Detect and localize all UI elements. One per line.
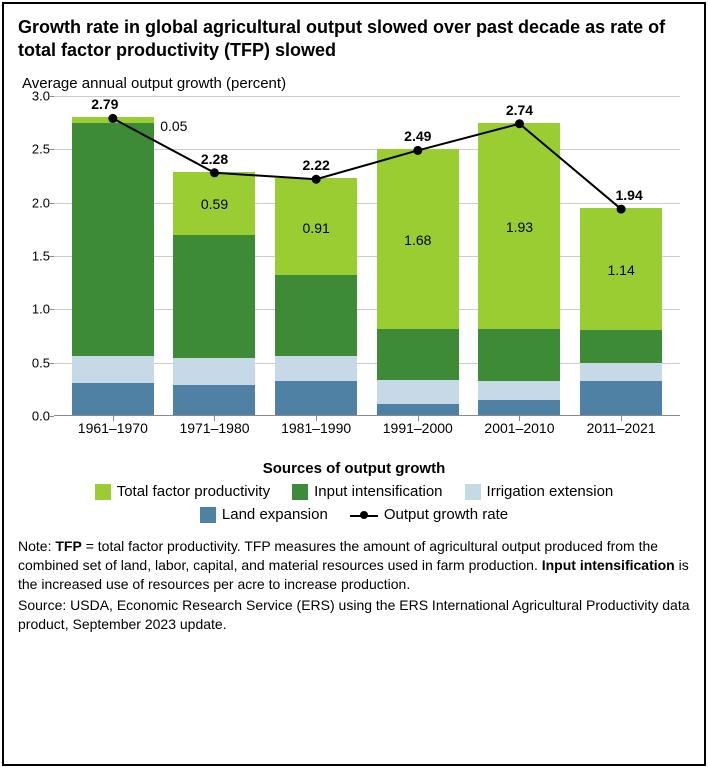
- legend: Total factor productivity Input intensifi…: [38, 483, 670, 523]
- source-text: Source: USDA, Economic Research Service …: [18, 596, 690, 634]
- legend-swatch: [292, 484, 308, 500]
- bar-column: [173, 172, 255, 415]
- bar-segment-input_intensification: [72, 123, 154, 357]
- y-tick-label: 1.5: [22, 249, 50, 264]
- bar-segment-input_intensification: [275, 275, 357, 356]
- x-tick-label: 2011–2021: [580, 420, 662, 436]
- legend-label: Output growth rate: [384, 506, 508, 523]
- legend-item-line: Output growth rate: [350, 506, 508, 523]
- x-tick-label: 1991–2000: [377, 420, 459, 436]
- bar-segment-land_expansion: [72, 383, 154, 415]
- x-tick-label: 1981–1990: [275, 420, 357, 436]
- bar-segment-irrigation_extension: [478, 381, 560, 400]
- bar-segment-tfp: [377, 149, 459, 328]
- bar-segment-irrigation_extension: [173, 358, 255, 385]
- bar-segment-tfp: [580, 208, 662, 330]
- legend-label: Input intensification: [314, 483, 442, 500]
- y-tick-label: 2.0: [22, 195, 50, 210]
- bar-segment-tfp: [275, 178, 357, 275]
- chart-card: Growth rate in global agricultural outpu…: [2, 2, 706, 766]
- legend-title: Sources of output growth: [18, 460, 690, 477]
- bar-segment-input_intensification: [173, 235, 255, 359]
- y-tick-label: 0.5: [22, 355, 50, 370]
- bar-segment-irrigation_extension: [275, 356, 357, 381]
- x-axis-labels: 1961–1970 1971–1980 1981–1990 1991–2000 2001…: [54, 420, 680, 436]
- x-tick-label: 1971–1980: [173, 420, 255, 436]
- legend-swatch: [200, 507, 216, 523]
- bar-segment-irrigation_extension: [377, 380, 459, 405]
- legend-item: Input intensification: [292, 483, 442, 500]
- legend-line-swatch: [350, 509, 378, 521]
- chart-title: Growth rate in global agricultural outpu…: [18, 16, 690, 61]
- legend-item: Land expansion: [200, 506, 328, 523]
- bar-segment-irrigation_extension: [72, 356, 154, 383]
- legend-label: Land expansion: [222, 506, 328, 523]
- footnotes: Note: TFP = total factor productivity. T…: [18, 537, 690, 635]
- legend-item: Total factor productivity: [95, 483, 270, 500]
- bar-segment-land_expansion: [173, 385, 255, 415]
- bar-segment-input_intensification: [478, 329, 560, 381]
- bar-column: [72, 117, 154, 415]
- legend-item: Irrigation extension: [465, 483, 614, 500]
- y-tick-label: 0.0: [22, 409, 50, 424]
- bar-segment-land_expansion: [478, 400, 560, 415]
- bar-segment-land_expansion: [275, 381, 357, 415]
- y-tick-label: 1.0: [22, 302, 50, 317]
- bar-column: [275, 178, 357, 415]
- bar-segment-input_intensification: [580, 330, 662, 363]
- bar-segment-tfp: [478, 123, 560, 329]
- y-axis-label: Average annual output growth (percent): [22, 75, 690, 92]
- bar-segment-land_expansion: [377, 404, 459, 415]
- x-tick-label: 2001–2010: [478, 420, 560, 436]
- legend-label: Irrigation extension: [487, 483, 614, 500]
- legend-label: Total factor productivity: [117, 483, 270, 500]
- bar-column: [580, 208, 662, 415]
- bar-segment-tfp: [173, 172, 255, 235]
- x-tick-label: 1961–1970: [72, 420, 154, 436]
- chart-area: 0.00.51.01.52.02.53.0 2.790.052.280.592.…: [54, 96, 680, 456]
- bar-column: [377, 149, 459, 415]
- legend-swatch: [95, 484, 111, 500]
- note-text: Note: TFP = total factor productivity. T…: [18, 537, 690, 594]
- bar-segment-land_expansion: [580, 381, 662, 415]
- bar-segment-input_intensification: [377, 329, 459, 380]
- plot: [54, 96, 680, 416]
- legend-swatch: [465, 484, 481, 500]
- y-tick-label: 2.5: [22, 142, 50, 157]
- bar-segment-irrigation_extension: [580, 363, 662, 381]
- bar-column: [478, 123, 560, 415]
